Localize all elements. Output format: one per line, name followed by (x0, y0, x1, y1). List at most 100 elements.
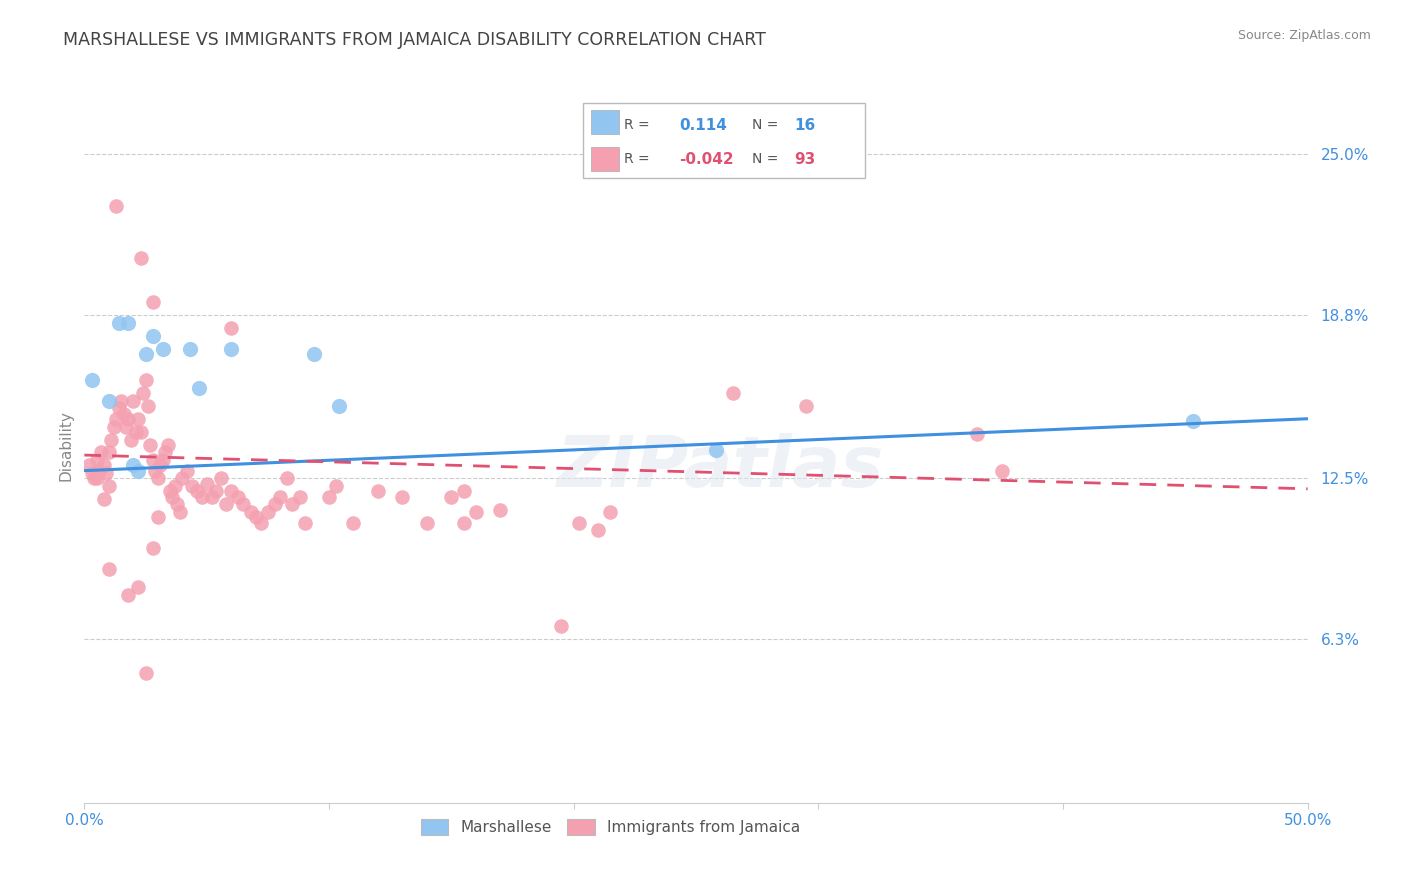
Point (176, 464, 198, 478)
Point (105, 199, 128, 213)
Text: 93: 93 (794, 152, 815, 167)
Point (219, 321, 242, 335)
Point (453, 484, 475, 499)
FancyBboxPatch shape (591, 111, 619, 135)
Point (135, 666, 157, 681)
Point (97, 479, 120, 493)
Point (264, 497, 287, 511)
Point (794, 399, 817, 413)
Point (166, 497, 188, 511)
Point (464, 505, 486, 519)
Point (416, 516, 439, 530)
Point (132, 385, 155, 400)
Point (219, 342, 242, 356)
Point (249, 516, 271, 530)
Point (86, 453, 108, 467)
Point (169, 505, 191, 519)
Point (146, 510, 169, 524)
Point (163, 479, 186, 493)
Point (90, 445, 112, 459)
Point (991, 464, 1014, 478)
Point (586, 524, 609, 538)
Point (257, 505, 280, 519)
Point (125, 425, 148, 439)
Text: R =: R = (624, 153, 650, 167)
Point (103, 419, 125, 434)
Text: -0.042: -0.042 (679, 152, 734, 167)
Point (80, 373, 103, 387)
Point (172, 471, 194, 485)
Point (288, 490, 311, 504)
Point (281, 497, 304, 511)
Point (112, 407, 135, 421)
Point (153, 445, 176, 459)
Point (127, 581, 149, 595)
Text: Source: ZipAtlas.com: Source: ZipAtlas.com (1237, 29, 1371, 42)
Point (122, 458, 145, 473)
Text: R =: R = (624, 119, 650, 132)
Point (215, 497, 238, 511)
Text: ZIPatlas: ZIPatlas (557, 433, 884, 502)
Point (567, 516, 589, 530)
Point (110, 393, 132, 408)
Point (143, 464, 166, 478)
Point (139, 438, 162, 452)
Point (129, 425, 152, 439)
Point (117, 588, 139, 602)
Point (276, 471, 298, 485)
Legend: Marshallese, Immigrants from Jamaica: Marshallese, Immigrants from Jamaica (415, 814, 806, 841)
Point (367, 484, 389, 499)
Point (97, 562, 120, 576)
Point (93, 492, 115, 507)
Text: MARSHALLESE VS IMMIGRANTS FROM JAMAICA DISABILITY CORRELATION CHART: MARSHALLESE VS IMMIGRANTS FROM JAMAICA D… (63, 31, 766, 49)
Point (219, 484, 242, 499)
Point (440, 490, 463, 504)
Text: N =: N = (752, 153, 779, 167)
Point (239, 505, 262, 519)
Point (136, 399, 159, 413)
Point (142, 295, 165, 310)
Text: N =: N = (752, 119, 779, 132)
Point (146, 471, 169, 485)
Point (117, 411, 139, 425)
Point (152, 342, 174, 356)
Point (186, 484, 208, 499)
Point (149, 458, 172, 473)
FancyBboxPatch shape (583, 103, 865, 178)
Point (107, 316, 129, 330)
Point (966, 427, 988, 442)
Point (142, 453, 165, 467)
Point (721, 385, 744, 400)
Point (87, 464, 110, 478)
Point (117, 316, 139, 330)
Point (179, 342, 201, 356)
Point (228, 490, 250, 504)
Point (294, 516, 316, 530)
Point (599, 505, 621, 519)
Point (80, 467, 103, 481)
Point (188, 381, 211, 395)
Point (86, 471, 108, 485)
Point (304, 347, 326, 361)
Point (489, 502, 512, 516)
Text: 16: 16 (794, 118, 815, 133)
Point (97, 445, 120, 459)
Point (704, 442, 727, 457)
Point (97, 393, 120, 408)
Point (391, 490, 413, 504)
Point (209, 471, 232, 485)
Text: 0.114: 0.114 (679, 118, 727, 133)
Point (83, 471, 105, 485)
Point (1181, 414, 1204, 428)
Point (159, 484, 181, 499)
Point (127, 411, 149, 425)
Point (156, 438, 179, 452)
Point (105, 411, 128, 425)
Point (195, 476, 218, 491)
Point (328, 399, 350, 413)
Point (135, 347, 157, 361)
Point (129, 251, 152, 265)
Point (232, 497, 254, 511)
Point (181, 479, 204, 493)
Point (191, 490, 214, 504)
